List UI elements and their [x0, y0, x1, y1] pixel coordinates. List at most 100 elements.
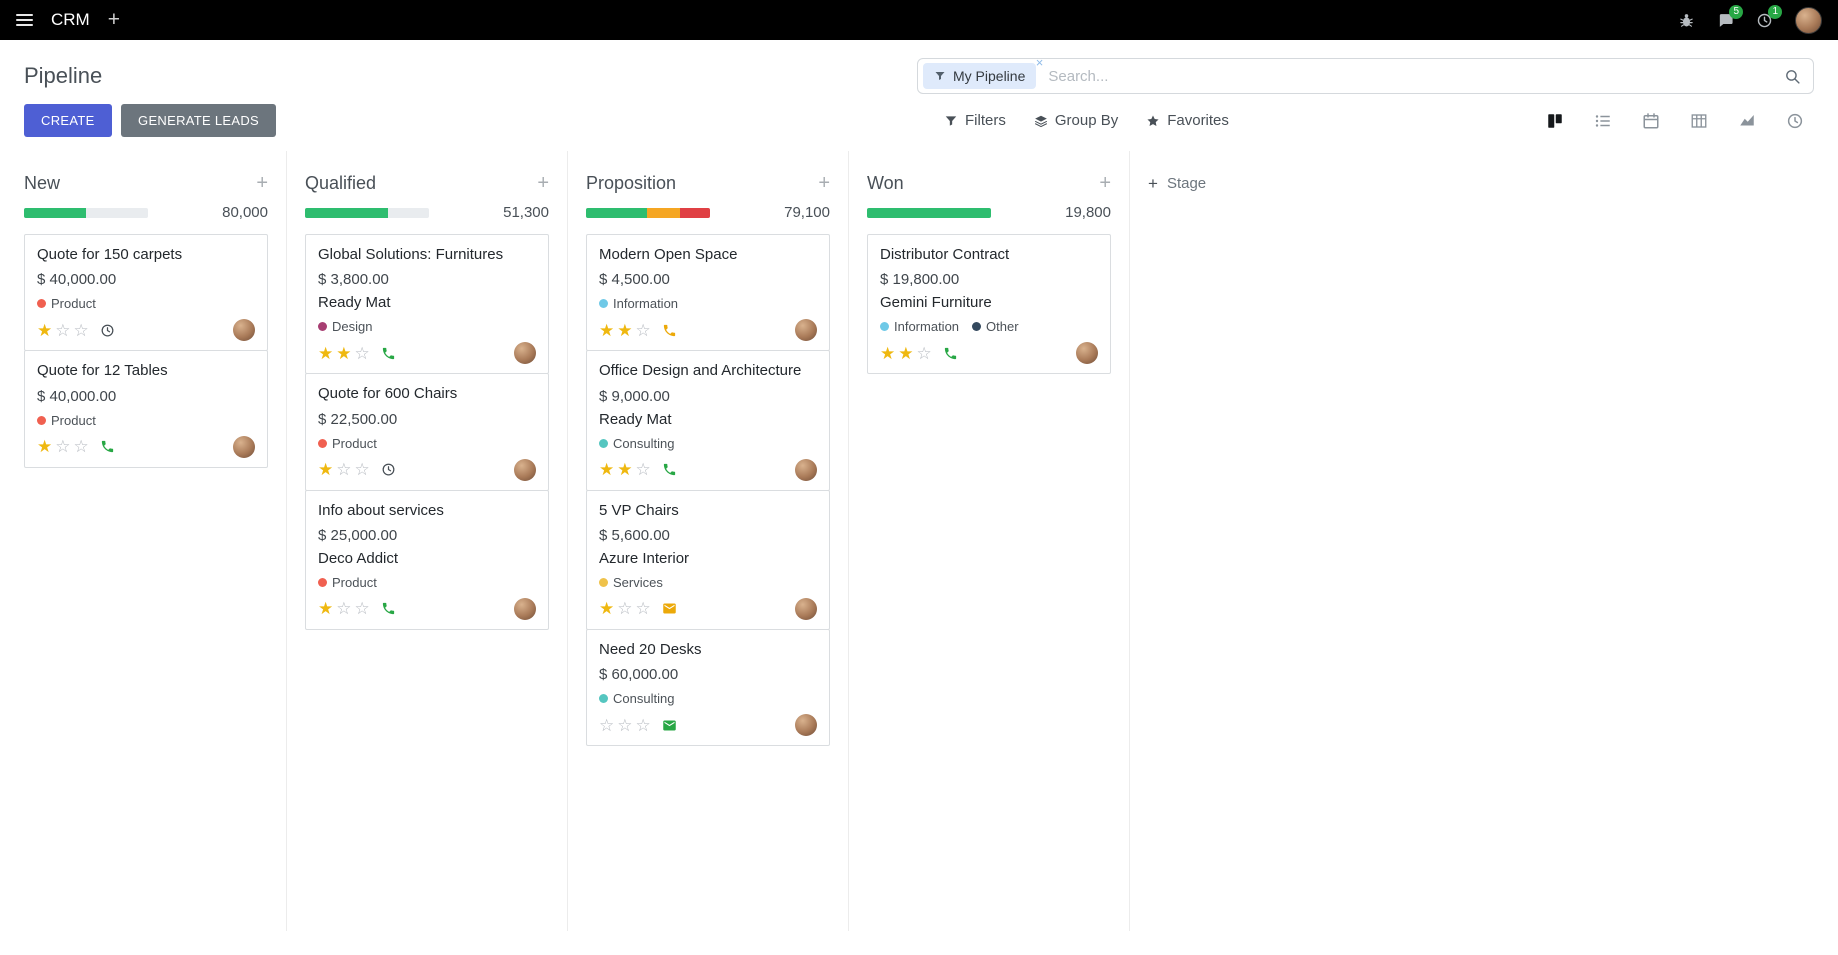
star-icon[interactable] — [898, 345, 913, 362]
star-icon[interactable] — [336, 600, 351, 617]
star-icon[interactable] — [37, 438, 52, 455]
progress-segment[interactable] — [680, 207, 710, 218]
kanban-card[interactable]: 5 VP Chairs $ 5,600.00 Azure Interior Se… — [586, 489, 830, 630]
star-icon[interactable] — [318, 600, 333, 617]
progress-segment[interactable] — [867, 207, 991, 218]
avatar — [514, 342, 536, 365]
tag: Product — [37, 413, 96, 428]
kanban-card[interactable]: Need 20 Desks $ 60,000.00 Consulting — [586, 628, 830, 746]
star-icon[interactable] — [55, 438, 70, 455]
user-avatar[interactable] — [1795, 6, 1822, 34]
clock-icon[interactable] — [381, 462, 396, 477]
column-add-button[interactable]: + — [1099, 173, 1111, 194]
filters-label: Filters — [965, 112, 1006, 129]
star-icon[interactable] — [336, 461, 351, 478]
star-icon[interactable] — [917, 345, 932, 362]
card-title: Need 20 Desks — [599, 640, 702, 658]
kanban-card[interactable]: Global Solutions: Furnitures $ 3,800.00 … — [305, 234, 549, 375]
view-calendar-button[interactable] — [1632, 105, 1670, 137]
plus-icon: + — [107, 8, 120, 31]
column-add-button[interactable]: + — [818, 173, 830, 194]
search-icon[interactable] — [1784, 68, 1801, 85]
star-icon[interactable] — [37, 322, 52, 339]
kanban-column: Qualified + 51,300 Global Solutions: Fur… — [287, 151, 568, 931]
messages-button[interactable]: 5 — [1717, 4, 1743, 29]
search-bar[interactable]: My Pipeline × — [917, 55, 1814, 94]
kanban-card[interactable]: Modern Open Space $ 4,500.00 Information — [586, 234, 830, 352]
card-amount: $ 5,600.00 — [599, 526, 670, 544]
kanban-card[interactable]: Quote for 12 Tables $ 40,000.00 Product — [24, 350, 268, 468]
star-icon[interactable] — [355, 461, 370, 478]
star-icon[interactable] — [74, 438, 89, 455]
funnel-icon — [944, 114, 958, 128]
phone-icon[interactable] — [662, 462, 677, 477]
view-activity-button[interactable] — [1776, 105, 1814, 137]
star-icon[interactable] — [599, 461, 614, 478]
kanban-card[interactable]: Office Design and Architecture $ 9,000.0… — [586, 350, 830, 491]
hamburger-icon — [16, 14, 33, 26]
tag: Design — [318, 319, 372, 334]
star-icon[interactable] — [74, 322, 89, 339]
star-icon[interactable] — [617, 322, 632, 339]
phone-icon[interactable] — [662, 323, 677, 338]
star-icon[interactable] — [599, 322, 614, 339]
phone-icon[interactable] — [381, 601, 396, 616]
star-icon[interactable] — [318, 345, 333, 362]
star-icon[interactable] — [636, 600, 651, 617]
kanban-card[interactable]: Quote for 150 carpets $ 40,000.00 Produc… — [24, 234, 268, 352]
view-list-button[interactable] — [1584, 105, 1622, 137]
view-kanban-button[interactable] — [1536, 105, 1574, 137]
debug-button[interactable] — [1678, 12, 1695, 29]
star-icon[interactable] — [617, 461, 632, 478]
star-icon[interactable] — [636, 322, 651, 339]
phone-icon[interactable] — [100, 439, 115, 454]
card-amount: $ 4,500.00 — [599, 271, 670, 289]
star-icon[interactable] — [599, 600, 614, 617]
kanban-card[interactable]: Distributor Contract $ 19,800.00 Gemini … — [867, 234, 1111, 375]
clock-icon[interactable] — [100, 323, 115, 338]
apps-menu-button[interactable] — [16, 11, 33, 29]
star-icon[interactable] — [636, 461, 651, 478]
view-pivot-button[interactable] — [1680, 105, 1718, 137]
group-by-button[interactable]: Group By — [1034, 112, 1118, 129]
star-icon[interactable] — [336, 345, 351, 362]
card-title: Distributor Contract — [880, 246, 1010, 263]
progress-segment[interactable] — [586, 207, 647, 218]
close-icon[interactable]: × — [1035, 55, 1044, 70]
star-icon[interactable] — [636, 717, 651, 734]
app-name[interactable]: CRM — [51, 10, 90, 29]
star-icon[interactable] — [355, 600, 370, 617]
search-input[interactable] — [1046, 66, 1774, 86]
create-button[interactable]: CREATE — [24, 104, 112, 137]
star-icon[interactable] — [617, 600, 632, 617]
progress-segment[interactable] — [646, 207, 681, 218]
star-icon[interactable] — [318, 461, 333, 478]
phone-icon[interactable] — [381, 346, 396, 361]
quick-add-button[interactable]: + — [108, 9, 120, 31]
progress-segment[interactable] — [24, 207, 86, 218]
kanban-card[interactable]: Quote for 600 Chairs $ 22,500.00 Product — [305, 373, 549, 491]
star-icon[interactable] — [617, 717, 632, 734]
pivot-icon — [1690, 112, 1708, 130]
generate-leads-button[interactable]: GENERATE LEADS — [121, 104, 277, 137]
star-icon[interactable] — [55, 322, 70, 339]
favorites-button[interactable]: Favorites — [1146, 112, 1229, 129]
activities-button[interactable]: 1 — [1756, 4, 1782, 29]
star-icon[interactable] — [599, 717, 614, 734]
column-add-button[interactable]: + — [256, 173, 268, 194]
mail-icon[interactable] — [662, 601, 677, 616]
progress-segment[interactable] — [305, 207, 389, 218]
star-icon[interactable] — [355, 345, 370, 362]
kanban-column: Won + 19,800 Distributor Contract $ 19,8… — [849, 151, 1130, 931]
star-icon[interactable] — [880, 345, 895, 362]
column-name: Won — [867, 173, 904, 193]
add-stage-button[interactable]: + Stage — [1148, 175, 1206, 192]
filters-button[interactable]: Filters — [944, 112, 1006, 129]
kanban-card[interactable]: Info about services $ 25,000.00 Deco Add… — [305, 489, 549, 630]
phone-icon[interactable] — [943, 346, 958, 361]
mail-icon[interactable] — [662, 718, 677, 733]
column-add-button[interactable]: + — [537, 173, 549, 194]
tag: Product — [37, 296, 96, 311]
priority-stars — [880, 345, 932, 362]
view-graph-button[interactable] — [1728, 105, 1766, 137]
